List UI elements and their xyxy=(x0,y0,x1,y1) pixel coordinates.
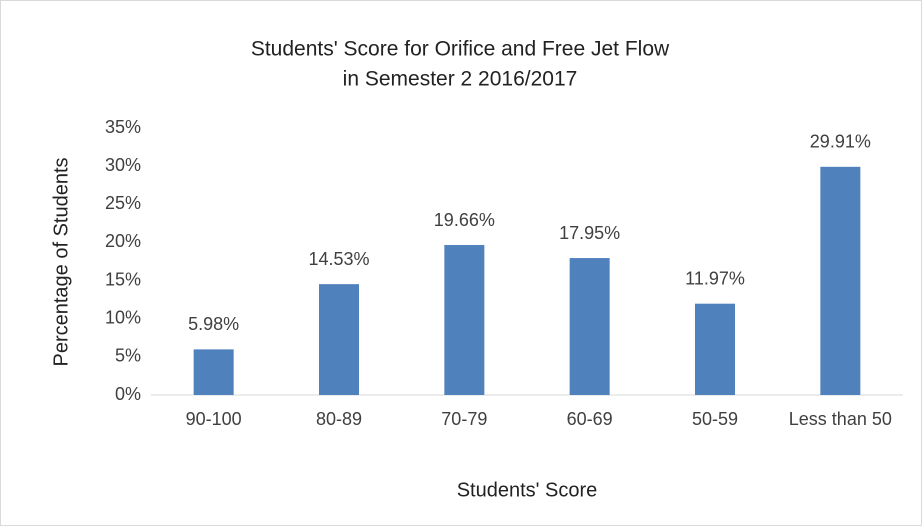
x-tick-label: 80-89 xyxy=(316,409,362,429)
y-tick-label: 15% xyxy=(105,269,141,289)
bar xyxy=(569,258,610,395)
y-tick-label: 5% xyxy=(115,346,141,366)
bar xyxy=(319,284,359,395)
x-tick-label: 90-100 xyxy=(186,409,242,429)
bar xyxy=(193,349,234,395)
y-tick-label: 35% xyxy=(105,117,141,137)
x-axis-title: Students' Score xyxy=(457,479,598,501)
y-axis-title: Percentage of Students xyxy=(50,157,72,366)
y-tick-label: 30% xyxy=(105,155,141,175)
bar xyxy=(695,303,735,395)
data-label: 19.66% xyxy=(434,210,495,230)
y-tick-label: 10% xyxy=(105,307,141,327)
chart-title: in Semester 2 2016/2017 xyxy=(343,68,578,91)
data-label: 14.53% xyxy=(308,249,369,269)
bar xyxy=(444,245,485,395)
data-label: 29.91% xyxy=(810,132,871,152)
y-tick-label: 25% xyxy=(105,193,141,213)
y-tick-label: 20% xyxy=(105,231,141,251)
chart-title: Students' Score for Orifice and Free Jet… xyxy=(251,38,670,61)
data-label: 17.95% xyxy=(559,223,620,243)
data-label: 5.98% xyxy=(188,314,239,334)
x-tick-label: Less than 50 xyxy=(789,409,892,429)
bar xyxy=(820,166,861,395)
data-label: 11.97% xyxy=(685,268,745,288)
x-tick-label: 60-69 xyxy=(567,409,613,429)
x-tick-label: 70-79 xyxy=(441,409,487,429)
y-tick-label: 0% xyxy=(115,384,141,404)
x-tick-label: 50-59 xyxy=(692,409,738,429)
